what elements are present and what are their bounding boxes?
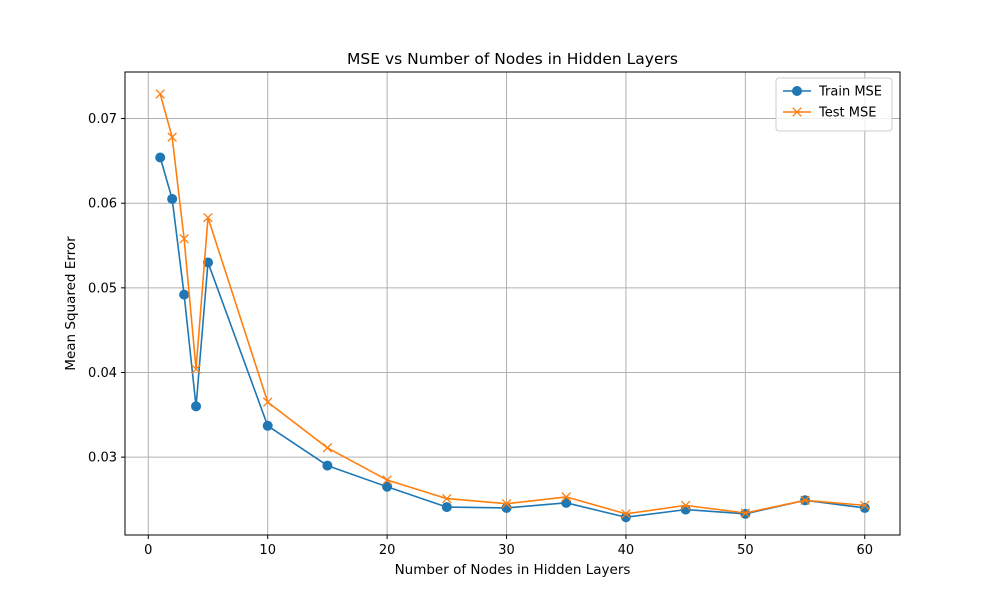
data-point — [191, 364, 201, 374]
x-tick-label: 30 — [498, 543, 515, 558]
data-point — [155, 89, 165, 99]
y-axis-label: Mean Squared Error — [63, 236, 79, 371]
y-tick-label: 0.04 — [88, 366, 117, 381]
chart-title: MSE vs Number of Nodes in Hidden Layers — [347, 50, 678, 68]
legend: Train MSE Test MSE — [775, 77, 893, 132]
data-point — [441, 502, 452, 513]
y-tick-label: 0.06 — [88, 197, 117, 212]
data-point — [167, 193, 178, 204]
data-point — [202, 257, 213, 268]
data-point — [680, 500, 691, 511]
y-tick-label: 0.03 — [88, 451, 117, 466]
legend-label: Test MSE — [818, 106, 876, 121]
series-line — [159, 93, 865, 515]
legend-marker — [792, 107, 802, 117]
x-axis-label: Number of Nodes in Hidden Layers — [395, 562, 631, 578]
plot-series — [155, 89, 870, 523]
legend-marker — [792, 86, 802, 96]
data-point — [501, 498, 512, 509]
data-point — [191, 401, 202, 412]
data-point — [155, 152, 166, 163]
x-tick-label: 10 — [259, 543, 276, 558]
data-point — [561, 492, 571, 502]
x-tick-label: 60 — [856, 543, 873, 558]
y-tick-label: 0.05 — [88, 281, 117, 296]
axis-ticks: 0 10 20 30 40 50 60 0.03 0.04 0.05 0.06 0.07 — [88, 112, 873, 558]
x-tick-label: 40 — [618, 543, 635, 558]
data-point — [167, 132, 177, 142]
data-point — [501, 502, 512, 513]
data-point — [179, 233, 189, 244]
data-point — [382, 475, 392, 485]
plot-frame — [124, 71, 901, 536]
x-tick-label: 50 — [737, 543, 754, 558]
data-point — [561, 497, 572, 508]
data-point — [442, 493, 452, 504]
y-tick-label: 0.07 — [88, 112, 117, 127]
data-point — [179, 289, 190, 300]
data-point — [800, 495, 810, 506]
x-tick-label: 0 — [144, 543, 152, 558]
data-point — [621, 509, 631, 519]
grid-lines — [125, 72, 900, 535]
data-point — [262, 397, 273, 407]
data-point — [322, 460, 333, 471]
data-point — [740, 508, 751, 518]
data-point — [382, 481, 393, 492]
data-point — [620, 512, 631, 523]
x-tick-label: 20 — [379, 543, 396, 558]
data-point — [860, 500, 870, 511]
data-point — [262, 420, 273, 431]
series-line — [159, 157, 865, 519]
series-test-mse — [155, 89, 870, 519]
data-point — [203, 212, 213, 223]
legend-label: Train MSE — [818, 85, 882, 100]
data-point — [322, 443, 333, 453]
